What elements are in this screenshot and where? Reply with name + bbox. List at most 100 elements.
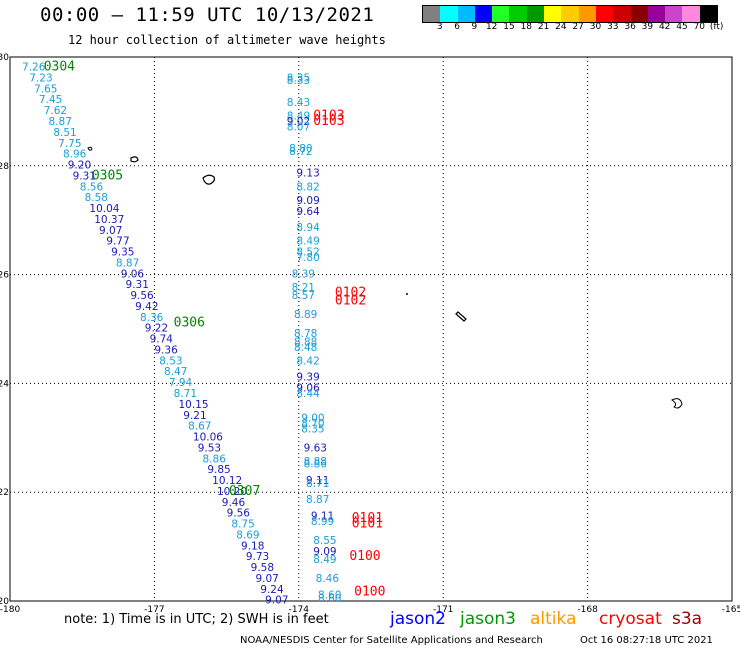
wave-height-value: 8.67 bbox=[188, 421, 211, 433]
wave-height-value: 8.89 bbox=[294, 309, 317, 321]
wave-height-value: 8.78 bbox=[294, 328, 317, 340]
legend-item-s3a: s3a bbox=[672, 609, 703, 629]
scale-swatch bbox=[578, 6, 596, 22]
wave-height-value: 7.26 bbox=[22, 62, 46, 74]
scale-label: 12 bbox=[485, 22, 498, 32]
wave-height-value: 9.39 bbox=[296, 372, 319, 384]
color-scale-labels: 3 6 9 12 15 18 21 24 27 30 33 36 39 42 45 70 (ft) bbox=[422, 22, 740, 36]
wave-height-value: 8.60 bbox=[318, 589, 341, 601]
wave-height-value: 8.49 bbox=[296, 236, 319, 248]
wave-height-value: 8.55 bbox=[313, 535, 336, 547]
wave-height-value: 9.58 bbox=[251, 562, 274, 574]
scale-label: 18 bbox=[520, 22, 533, 32]
wave-height-value: 8.58 bbox=[85, 192, 108, 204]
wave-height-value: 10.06 bbox=[193, 432, 223, 444]
x-tick-label: -171 bbox=[433, 605, 453, 615]
scale-label: 27 bbox=[572, 22, 584, 32]
wave-height-value: 8.35 bbox=[301, 423, 324, 435]
wave-height-value: 10.37 bbox=[94, 214, 124, 226]
legend-item-cryosat: cryosat bbox=[599, 609, 662, 629]
wave-height-value: 9.53 bbox=[198, 442, 221, 454]
wave-height-value: 9.31 bbox=[126, 279, 149, 291]
wave-height-value: 9.09 bbox=[296, 195, 319, 207]
y-tick-label: 20 bbox=[0, 597, 9, 607]
wave-height-value: 8.99 bbox=[311, 516, 334, 528]
wave-height-value: 9.56 bbox=[227, 508, 251, 520]
pass-label: 0100 bbox=[349, 549, 380, 564]
scale-swatch bbox=[682, 6, 700, 22]
chart-subtitle: 12 hour collection of altimeter wave hei… bbox=[68, 33, 386, 47]
wave-height-value: 8.39 bbox=[292, 268, 315, 280]
wave-height-value: 8.49 bbox=[313, 554, 336, 566]
scale-label: 36 bbox=[624, 22, 636, 32]
map-frame bbox=[9, 56, 733, 602]
scale-swatch bbox=[526, 6, 545, 22]
wave-height-value: 7.80 bbox=[296, 252, 319, 264]
wave-height-value: 8.86 bbox=[203, 453, 227, 465]
x-tick-label: -168 bbox=[577, 605, 598, 615]
wave-height-value: 7.94 bbox=[169, 377, 193, 389]
footer-credit: NOAA/NESDIS Center for Satellite Applica… bbox=[240, 635, 543, 646]
scale-swatch bbox=[423, 6, 441, 22]
wave-height-value: 8.88 bbox=[304, 456, 327, 468]
scale-swatch bbox=[665, 6, 683, 22]
wave-height-value: 8.43 bbox=[287, 97, 310, 109]
island-shape bbox=[455, 311, 467, 322]
pass-label: 0102 bbox=[335, 285, 366, 300]
scale-swatch bbox=[613, 6, 631, 22]
wave-height-value: 10.04 bbox=[89, 203, 119, 215]
wave-height-value: 8.94 bbox=[296, 222, 320, 234]
wave-height-value: 7.75 bbox=[58, 138, 81, 150]
wave-height-value: 8.70 bbox=[301, 418, 324, 430]
wave-height-value: 9.46 bbox=[222, 497, 246, 509]
pass-label: 0306 bbox=[174, 315, 205, 330]
wave-height-value: 9.42 bbox=[135, 301, 158, 313]
wave-height-value: 9.22 bbox=[145, 323, 168, 335]
island-shape bbox=[202, 174, 216, 185]
wave-height-value: 9.07 bbox=[255, 573, 278, 585]
x-tick-label: -180 bbox=[0, 605, 20, 615]
wave-height-value: 8.49 bbox=[287, 111, 310, 123]
wave-height-value: 9.63 bbox=[304, 442, 327, 454]
x-tick-label: -165 bbox=[722, 605, 740, 615]
wave-height-value: 8.33 bbox=[287, 75, 310, 87]
legend-item-jason3: jason3 bbox=[460, 609, 516, 629]
color-scale-bar bbox=[422, 5, 719, 23]
wave-height-value: 9.07 bbox=[265, 595, 288, 607]
pass-label: 0305 bbox=[92, 168, 123, 183]
wave-height-value: 8.82 bbox=[296, 181, 319, 193]
y-tick-label: 30 bbox=[0, 53, 9, 63]
scale-swatch bbox=[457, 6, 475, 22]
wave-height-value: 9.09 bbox=[313, 546, 336, 558]
wave-height-value: 9.06 bbox=[296, 383, 320, 395]
wave-height-value: 8.69 bbox=[236, 529, 259, 541]
wave-height-value: 8.36 bbox=[140, 312, 164, 324]
wave-height-value: 8.88 bbox=[294, 336, 317, 348]
wave-height-value: 8.57 bbox=[292, 290, 315, 302]
wave-height-value: 9.18 bbox=[241, 540, 264, 552]
wave-height-value: 9.06 bbox=[121, 268, 145, 280]
wave-height-value: 8.86 bbox=[304, 459, 328, 471]
footer-timestamp: Oct 16 08:27:18 UTC 2021 bbox=[580, 635, 713, 646]
wave-height-value: 10.20 bbox=[217, 486, 247, 498]
scale-swatch bbox=[630, 6, 648, 22]
wave-height-value: 7.65 bbox=[34, 83, 57, 95]
scale-label: 70 bbox=[693, 22, 706, 32]
wave-height-value: 8.71 bbox=[306, 478, 329, 490]
wave-height-value: 9.11 bbox=[306, 475, 329, 487]
wave-height-value: 9.35 bbox=[111, 247, 134, 259]
wave-height-value: 9.24 bbox=[260, 584, 284, 596]
y-tick-label: 22 bbox=[0, 488, 9, 498]
y-tick-label: 26 bbox=[0, 271, 9, 281]
wave-height-value: 9.02 bbox=[287, 116, 310, 128]
wave-height-value: 8.53 bbox=[159, 355, 182, 367]
wave-height-value: 8.44 bbox=[296, 388, 320, 400]
wave-height-value: 7.23 bbox=[29, 72, 52, 84]
wave-height-value: 8.21 bbox=[292, 282, 315, 294]
wave-height-value: 9.73 bbox=[246, 551, 269, 563]
wave-height-value: 9.20 bbox=[68, 160, 91, 172]
island-shape bbox=[87, 146, 93, 151]
pass-label: 0103 bbox=[313, 114, 344, 129]
scale-swatch bbox=[440, 6, 458, 22]
